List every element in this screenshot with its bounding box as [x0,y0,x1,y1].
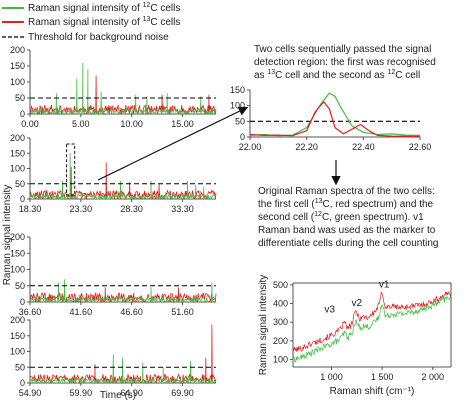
y-tick-label: 200 [10,45,25,55]
spectra-note-line-3: second cell (12C, green spectrum). v1 [258,211,424,223]
spectra-note-line-2: the first cell (13C, red spectrum) and t… [258,198,434,210]
y-tick-label: 0 [20,378,25,388]
x-tick-label: 0.00 [21,119,39,129]
y-tick-label: 100 [10,164,25,174]
x-tick-label: 5.00 [72,119,90,129]
x-tick-label: 15.00 [171,119,194,129]
y-tick-label: 50 [15,93,25,103]
y-tick-label: 50 [15,179,25,189]
zoom-note: Two cells sequentially passed the signal… [254,44,436,81]
x-tick-label: 36.60 [19,307,42,317]
y-tick-label: 100 [10,347,25,357]
zoom-highlight-box [66,143,76,196]
y-tick-label: 50 [235,116,245,126]
x-tick-label: 59.90 [70,388,93,398]
x-tick-label: 33.30 [171,204,194,214]
x-tick-label: 23.30 [70,204,93,214]
trace-panel-1: 0 50 100 150 200 0.00 5.00 10.00 15.00 [10,45,217,129]
y-tick-label: 200 [10,133,25,143]
y-tick-label: 100 [230,101,245,111]
peak-label-v3: v3 [324,305,335,316]
y-tick-label: 150 [10,61,25,71]
spectra-note: Original Raman spectra of the two cells:… [258,186,438,249]
y-tick-label: 150 [230,85,245,95]
traces-ylabel: Raman signal intensity [2,185,13,286]
y-tick-label: 300 [273,317,288,327]
legend: Raman signal intensity of 12C cells Rama… [2,2,180,43]
x-tick-label: 1 500 [371,372,394,382]
legend-threshold-label: Threshold for background noise [28,32,169,43]
zoom-arrow [97,106,249,181]
y-tick-label: 200 [10,315,25,325]
y-tick-label: 400 [273,299,288,309]
traces-xlabel: Time (s) [100,390,136,401]
y-tick-label: 50 [15,362,25,372]
series-line-green [29,354,217,385]
y-tick-label: 100 [10,77,25,87]
peak-label-v1: v1 [379,279,390,290]
spectra-note-line-1: Original Raman spectra of the two cells: [258,186,435,197]
trace-panel-4: 0 50 100 150 200 54.90 59.90 64.90 69.90 [10,315,217,398]
y-tick-label: 150 [10,331,25,341]
trace-panel-2: 0 50 100 150 200 18.30 23.30 28.30 33.30 [10,133,217,214]
series-line-green [29,279,217,304]
x-tick-label: 22.40 [352,142,375,152]
y-tick-label: 0 [240,132,245,142]
zoom-note-line-1: Two cells sequentially passed the signal [254,44,431,55]
x-tick-label: 22.20 [295,142,318,152]
zoom-note-line-2: detection region: the first was recognis… [254,57,436,68]
legend-red-label: Raman signal intensity of 13C cells [28,16,180,28]
zoom-note-line-3: as 13C cell and the second as 12C cell [254,69,420,81]
series-line-green [29,62,217,116]
series-line-green [29,153,217,201]
zoom-panel: 0 50 100 150 22.00 22.20 22.40 22.60 [230,85,431,152]
spectra-ylabel: Raman signal intensity [258,275,269,376]
legend-green-label: Raman signal intensity of 12C cells [28,2,180,14]
x-tick-label: 2 000 [422,372,445,382]
series-line-red [29,287,217,304]
series-line-green [249,92,421,137]
x-tick-label: 69.90 [171,388,194,398]
x-tick-label: 22.60 [409,142,432,152]
y-tick-label: 100 [273,355,288,365]
x-tick-label: 18.30 [19,204,42,214]
x-tick-label: 1 000 [320,372,343,382]
x-tick-label: 54.90 [19,388,42,398]
x-tick-label: 41.60 [70,307,93,317]
x-tick-label: 64.90 [120,388,143,398]
x-tick-label: 51.60 [171,307,194,317]
series-line-green [292,295,452,363]
y-tick-label: 0 [20,194,25,204]
series-line-red [29,75,217,116]
y-tick-label: 150 [10,148,25,158]
peak-label-v2: v2 [352,298,363,309]
y-tick-label: 0 [20,297,25,307]
series-line-red [292,291,452,352]
x-tick-label: 28.30 [120,204,143,214]
x-tick-label: 46.60 [120,307,143,317]
y-tick-label: 150 [10,248,25,258]
trace-panel-3: 0 50 100 150 200 36.60 41.60 46.60 51.60 [10,232,217,317]
spectra-note-line-4: Raman band was used as the marker to [258,225,436,236]
y-tick-label: 200 [273,336,288,346]
spectra-xlabel: Raman shift (cm⁻¹) [330,386,415,397]
x-tick-label: 22.00 [239,142,262,152]
spectra-panel: 100 200 300 400 500 1 000 1 500 2 000 Raman sign… [258,275,452,397]
y-tick-label: 0 [20,109,25,119]
spectra-note-line-5: differentiate cells during the cell coun… [258,238,438,249]
y-tick-label: 50 [15,281,25,291]
y-tick-label: 200 [10,232,25,242]
x-tick-label: 10.00 [120,119,143,129]
y-tick-label: 500 [273,280,288,290]
y-tick-label: 100 [10,265,25,275]
series-line-red [249,101,421,137]
